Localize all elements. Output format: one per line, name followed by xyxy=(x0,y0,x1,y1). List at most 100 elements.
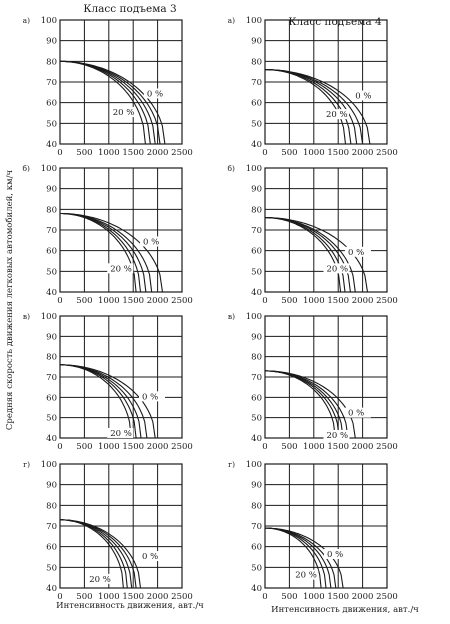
col-title-left: Класс подъема 3 xyxy=(83,3,176,15)
annotation-bg xyxy=(323,109,349,120)
y-tick-label: 70 xyxy=(251,78,262,88)
x-tick-label: 1000 xyxy=(303,592,325,602)
x-axis-label-right: Интенсивность движения, авт./ч xyxy=(271,605,419,615)
y-tick-label: 80 xyxy=(46,57,57,67)
curve-annotation: 20 % xyxy=(326,264,348,274)
curve-annotation: 0 % xyxy=(147,89,163,99)
y-tick-label: 90 xyxy=(251,332,262,342)
x-tick-label: 1500 xyxy=(122,148,144,158)
y-tick-label: 70 xyxy=(251,522,262,532)
x-tick-label: 0 xyxy=(57,148,62,158)
x-tick-label: 2000 xyxy=(147,296,169,306)
annotation-bg xyxy=(352,90,379,101)
x-tick-label: 2000 xyxy=(352,296,374,306)
annotation-bg xyxy=(107,263,134,274)
panel-label: а) xyxy=(228,16,235,25)
col-title-right: Класс подъема 4 xyxy=(288,16,382,28)
annotation-bg xyxy=(344,407,371,418)
y-tick-label: 100 xyxy=(41,312,57,322)
annotation-bg xyxy=(323,263,350,274)
x-tick-label: 0 xyxy=(262,592,267,602)
annotation-bg xyxy=(86,573,113,584)
y-tick-label: 60 xyxy=(46,543,57,553)
annotation-bg xyxy=(139,236,166,247)
annotation-bg xyxy=(138,391,165,402)
y-tick-label: 90 xyxy=(251,481,262,491)
y-tick-label: 80 xyxy=(251,57,262,67)
chart-panel-7: 0 500 1000 1500 2000 2500 40 50 60 70 80 90 100 г) 0 %… xyxy=(228,460,398,602)
x-tick-label: 2000 xyxy=(147,442,169,452)
annotation-bg xyxy=(292,569,319,580)
y-tick-label: 40 xyxy=(251,288,262,298)
x-tick-label: 1000 xyxy=(98,296,120,306)
x-tick-label: 1000 xyxy=(98,592,120,602)
speed-curve xyxy=(265,527,322,589)
x-tick-label: 1500 xyxy=(327,148,349,158)
y-tick-label: 80 xyxy=(46,501,57,511)
curve-annotation: 0 % xyxy=(143,237,159,247)
speed-curve xyxy=(59,60,146,145)
y-tick-label: 50 xyxy=(251,563,262,573)
y-tick-label: 80 xyxy=(251,205,262,215)
speed-curve xyxy=(60,212,137,293)
x-tick-label: 1000 xyxy=(98,148,120,158)
x-tick-label: 500 xyxy=(281,296,297,306)
annotation-bg xyxy=(138,551,165,562)
y-tick-label: 50 xyxy=(46,563,57,573)
y-tick-label: 70 xyxy=(46,78,57,88)
panel-label: б) xyxy=(23,164,31,173)
y-tick-label: 100 xyxy=(41,164,57,174)
y-tick-label: 40 xyxy=(251,434,262,444)
y-tick-label: 40 xyxy=(46,140,57,150)
y-tick-label: 70 xyxy=(46,226,57,236)
x-tick-label: 2500 xyxy=(171,296,193,306)
y-tick-label: 90 xyxy=(251,185,262,195)
panel-label: в) xyxy=(23,312,30,321)
curve-annotation: 20 % xyxy=(295,571,317,581)
speed-curve xyxy=(265,217,342,293)
x-tick-label: 2500 xyxy=(376,442,398,452)
x-tick-label: 0 xyxy=(262,296,267,306)
y-tick-label: 90 xyxy=(251,37,262,47)
x-tick-label: 2500 xyxy=(171,592,193,602)
x-tick-label: 500 xyxy=(76,592,92,602)
x-tick-label: 2000 xyxy=(352,442,374,452)
x-tick-label: 1500 xyxy=(327,442,349,452)
y-tick-label: 50 xyxy=(46,414,57,424)
y-tick-label: 50 xyxy=(46,119,57,129)
annotation-bg xyxy=(109,107,136,118)
x-tick-label: 2500 xyxy=(171,148,193,158)
x-tick-label: 1500 xyxy=(122,592,144,602)
speed-curve xyxy=(265,370,336,439)
curve-annotation: 0 % xyxy=(327,550,343,560)
curve-annotation: 20 % xyxy=(326,431,348,441)
chart-panel-6: 0 500 1000 1500 2000 2500 40 50 60 70 80 90 100 г) 0 %… xyxy=(23,460,193,602)
y-tick-label: 70 xyxy=(46,522,57,532)
chart-panel-4: 0 500 1000 1500 2000 2500 40 50 60 70 80 90 100 в) 0 %… xyxy=(23,312,193,452)
y-tick-label: 80 xyxy=(251,501,262,511)
curve-annotation: 0 % xyxy=(142,552,158,562)
y-tick-label: 50 xyxy=(251,119,262,129)
y-tick-label: 90 xyxy=(46,37,57,47)
y-tick-label: 80 xyxy=(46,353,57,363)
y-tick-label: 60 xyxy=(251,393,262,403)
panel-label: а) xyxy=(23,16,30,25)
y-tick-label: 70 xyxy=(251,226,262,236)
x-tick-label: 0 xyxy=(57,592,62,602)
x-tick-label: 500 xyxy=(281,442,297,452)
panel-label: в) xyxy=(228,312,235,321)
x-tick-label: 2500 xyxy=(171,442,193,452)
curve-annotation: 0 % xyxy=(142,392,158,402)
y-tick-label: 40 xyxy=(251,140,262,150)
y-tick-label: 40 xyxy=(46,434,57,444)
y-tick-label: 100 xyxy=(246,16,262,26)
x-tick-label: 2500 xyxy=(376,296,398,306)
speed-curve xyxy=(60,212,164,293)
chart-panel-5: 0 500 1000 1500 2000 2500 40 50 60 70 80 90 100 в) 0 %… xyxy=(228,312,398,452)
y-tick-label: 50 xyxy=(46,267,57,277)
x-tick-label: 2500 xyxy=(376,148,398,158)
curve-annotation: 20 % xyxy=(326,110,348,120)
annotation-bg xyxy=(323,430,350,440)
x-tick-label: 1000 xyxy=(98,442,120,452)
